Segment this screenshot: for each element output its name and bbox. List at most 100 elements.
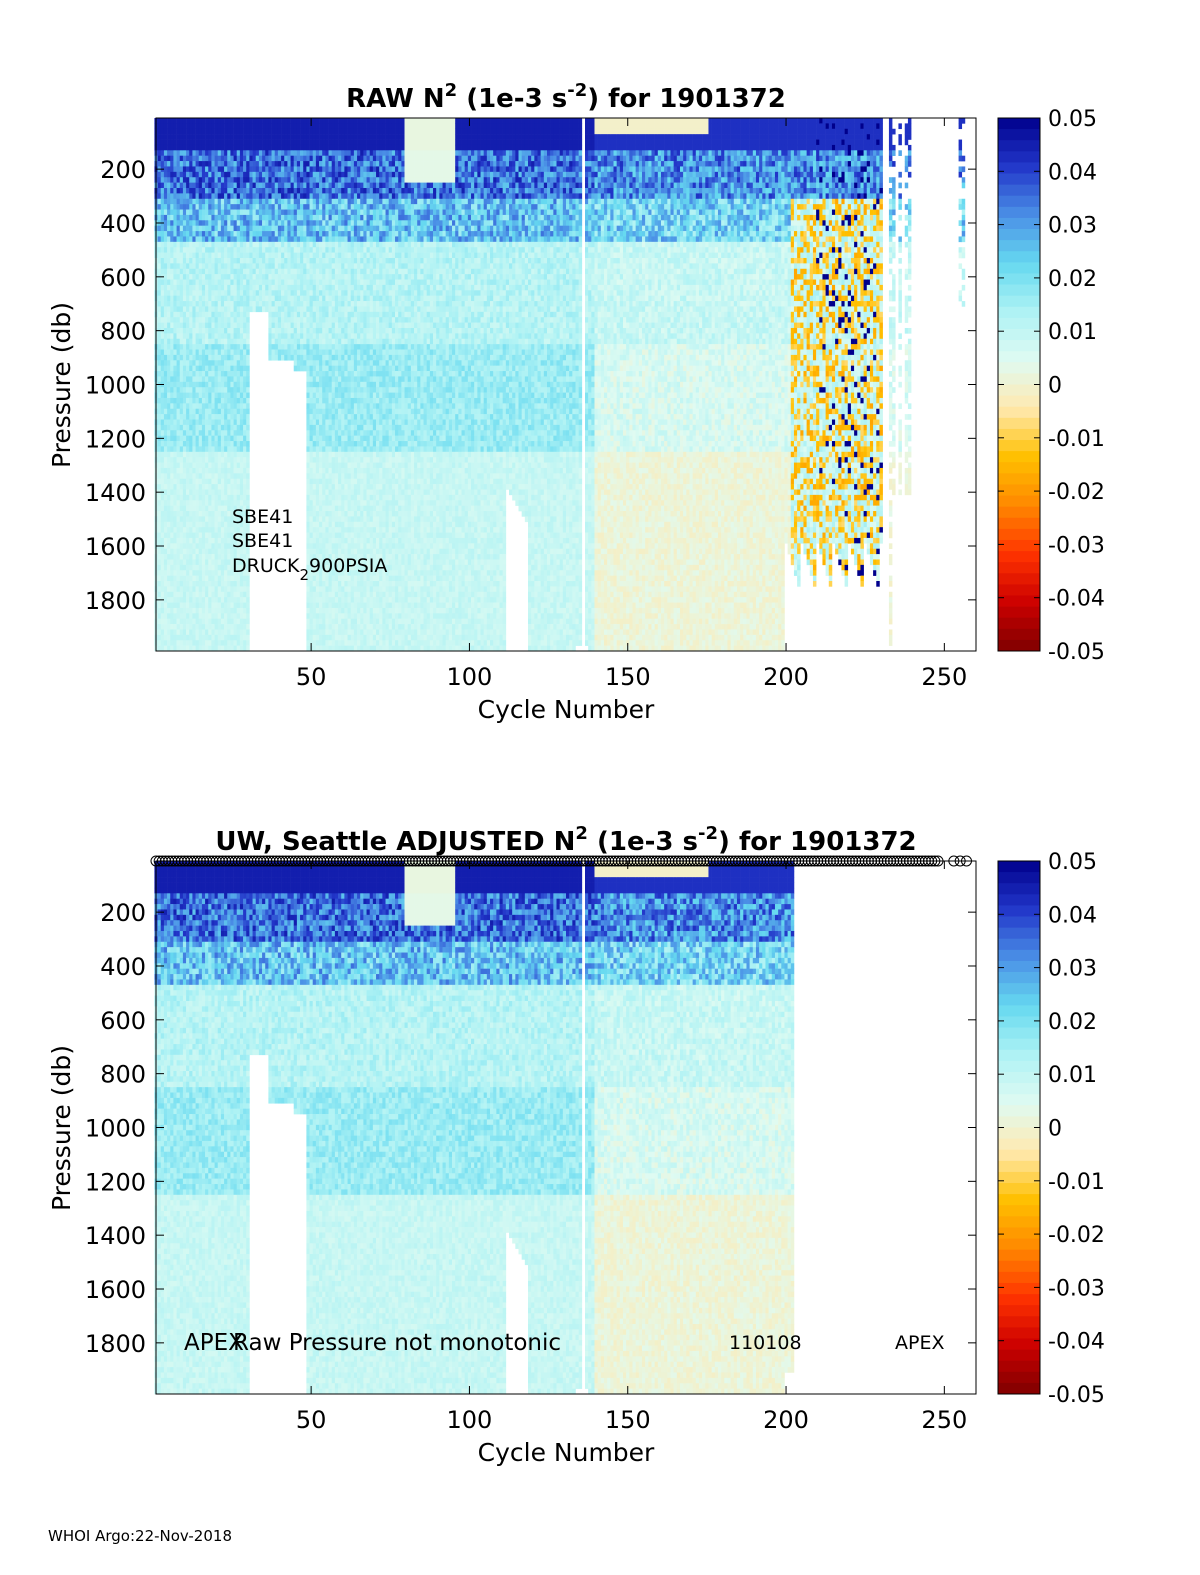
heatmap-cell [164, 495, 167, 501]
heatmap-cell [243, 635, 246, 641]
heatmap-cell [275, 226, 278, 232]
heatmap-cell [310, 236, 313, 242]
heatmap-cell [208, 543, 211, 549]
heatmap-cell [177, 586, 180, 592]
heatmap-cell [205, 231, 208, 237]
heatmap-cell [180, 123, 183, 129]
heatmap-cell [249, 296, 252, 302]
heatmap-cell [177, 366, 180, 372]
heatmap-cell [177, 226, 180, 232]
heatmap-cell [208, 193, 211, 199]
heatmap-cell [180, 398, 183, 404]
heatmap-cell [306, 624, 309, 630]
heatmap-cell [303, 344, 306, 350]
heatmap-cell [303, 333, 306, 339]
heatmap-cell [158, 484, 161, 490]
heatmap-cell [180, 586, 183, 592]
heatmap-cell [284, 161, 287, 167]
heatmap-cell [161, 296, 164, 302]
heatmap-cell [211, 608, 214, 614]
heatmap-cell [218, 150, 221, 156]
heatmap-cell [170, 280, 173, 286]
heatmap-cell [291, 118, 294, 124]
heatmap-cell [227, 129, 230, 135]
heatmap-cell [246, 586, 249, 592]
heatmap-cell [215, 150, 218, 156]
heatmap-cell [199, 215, 202, 221]
heatmap-cell [294, 236, 297, 242]
heatmap-cell [180, 608, 183, 614]
heatmap-cell [196, 554, 199, 560]
heatmap-cell [265, 166, 268, 172]
heatmap-cell [249, 145, 252, 151]
heatmap-cell [199, 156, 202, 162]
heatmap-cell [221, 204, 224, 210]
heatmap-cell [310, 533, 313, 539]
heatmap-cell [281, 193, 284, 199]
heatmap-cell [240, 468, 243, 474]
heatmap-cell [259, 183, 262, 189]
heatmap-cell [243, 592, 246, 598]
heatmap-cell [177, 398, 180, 404]
heatmap-cell [243, 140, 246, 146]
heatmap-cell [183, 285, 186, 291]
heatmap-cell [161, 403, 164, 409]
heatmap-cell [221, 323, 224, 329]
heatmap-cell [199, 441, 202, 447]
heatmap-cell [192, 457, 195, 463]
heatmap-cell [227, 436, 230, 442]
heatmap-cell [227, 242, 230, 248]
heatmap-cell [173, 629, 176, 635]
heatmap-cell [284, 269, 287, 275]
heatmap-cell [215, 263, 218, 269]
heatmap-cell [158, 263, 161, 269]
heatmap-cell [208, 409, 211, 415]
heatmap-cell [208, 306, 211, 312]
heatmap-cell [227, 269, 230, 275]
heatmap-cell [186, 624, 189, 630]
heatmap-cell [196, 452, 199, 458]
heatmap-cell [237, 387, 240, 393]
heatmap-cell [256, 226, 259, 232]
heatmap-cell [275, 290, 278, 296]
heatmap-cell [167, 317, 170, 323]
heatmap-cell [306, 430, 309, 436]
heatmap-cell [230, 371, 233, 377]
heatmap-cell [158, 409, 161, 415]
heatmap-cell [170, 446, 173, 452]
heatmap-cell [237, 263, 240, 269]
heatmap-cell [303, 290, 306, 296]
heatmap-cell [243, 242, 246, 248]
heatmap-cell [265, 183, 268, 189]
heatmap-cell [189, 145, 192, 151]
heatmap-cell [246, 199, 249, 205]
heatmap-cell [215, 247, 218, 253]
heatmap-cell [265, 280, 268, 286]
heatmap-cell [161, 463, 164, 469]
heatmap-cell [158, 538, 161, 544]
heatmap-cell [205, 247, 208, 253]
heatmap-cell [199, 123, 202, 129]
heatmap-cell [215, 317, 218, 323]
heatmap-cell [186, 156, 189, 162]
heatmap-cell [262, 134, 265, 140]
heatmap-cell [186, 323, 189, 329]
heatmap-cell [268, 290, 271, 296]
heatmap-cell [297, 263, 300, 269]
heatmap-cell [202, 489, 205, 495]
heatmap-cell [221, 263, 224, 269]
heatmap-cell [177, 339, 180, 345]
heatmap-cell [246, 123, 249, 129]
heatmap-cell [272, 150, 275, 156]
heatmap-cell [224, 635, 227, 641]
heatmap-cell [202, 522, 205, 528]
heatmap-cell [211, 344, 214, 350]
heatmap-cell [173, 479, 176, 485]
heatmap-cell [262, 118, 265, 124]
heatmap-cell [306, 166, 309, 172]
heatmap-cell [205, 613, 208, 619]
heatmap-cell [183, 516, 186, 522]
heatmap-cell [192, 403, 195, 409]
heatmap-cell [275, 269, 278, 275]
heatmap-cell [268, 280, 271, 286]
